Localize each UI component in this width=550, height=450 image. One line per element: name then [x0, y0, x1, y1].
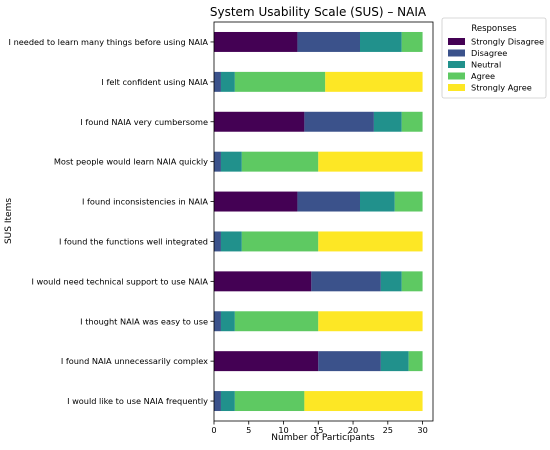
x-tick-label: 15 [313, 425, 323, 435]
bar-segment-6-strongly-agree [318, 231, 423, 252]
bar-segment-6-agree [241, 231, 319, 252]
legend-label: Strongly Disagree [471, 37, 544, 47]
bar-segment-8-strongly-agree [318, 311, 423, 332]
x-tick-label: 25 [383, 425, 393, 435]
bar-segment-3-neutral [373, 111, 402, 132]
legend-label: Strongly Agree [471, 83, 532, 93]
bar-segment-10-strongly-agree [304, 391, 423, 412]
legend-label: Disagree [471, 48, 507, 58]
bar-segment-5-neutral [360, 191, 395, 212]
bar-segment-6-neutral [220, 231, 242, 252]
y-tick-label: I would like to use NAIA frequently [67, 396, 208, 406]
bar-segment-7-strongly-disagree [214, 271, 312, 292]
legend-swatch-neutral [448, 61, 465, 68]
y-tick-label: I found inconsistencies in NAIA [82, 197, 208, 207]
bars-layer [214, 31, 423, 412]
legend-label: Neutral [471, 60, 501, 70]
bar-segment-2-neutral [220, 71, 235, 92]
bar-segment-5-strongly-disagree [214, 191, 298, 212]
bar-segment-8-agree [234, 311, 319, 332]
x-tick-label: 0 [211, 425, 216, 435]
legend-label: Agree [471, 71, 495, 81]
bar-segment-8-disagree [214, 311, 221, 332]
bar-segment-9-strongly-disagree [214, 351, 319, 372]
bar-segment-8-neutral [220, 311, 235, 332]
legend-swatch-strongly-agree [448, 84, 465, 91]
y-tick-label: I thought NAIA was easy to use [80, 316, 208, 326]
bar-segment-9-agree [408, 351, 423, 372]
y-tick-label: I found NAIA very cumbersome [80, 117, 208, 127]
x-tick-label: 5 [246, 425, 251, 435]
bar-segment-1-neutral [360, 31, 402, 52]
bar-segment-9-neutral [380, 351, 409, 372]
x-tick-label: 10 [278, 425, 288, 435]
bar-segment-9-disagree [318, 351, 381, 372]
bar-segment-1-strongly-disagree [214, 31, 298, 52]
bar-segment-5-agree [394, 191, 423, 212]
bar-segment-1-agree [401, 31, 423, 52]
y-tick-label: I found NAIA unnecessarily complex [61, 356, 208, 366]
bar-segment-2-agree [234, 71, 326, 92]
bar-segment-7-neutral [380, 271, 402, 292]
y-tick-label: Most people would learn NAIA quickly [54, 157, 208, 167]
bar-segment-3-strongly-disagree [214, 111, 305, 132]
bar-segment-3-disagree [304, 111, 374, 132]
bar-segment-7-agree [401, 271, 423, 292]
y-tick-label: I would need technical support to use NA… [31, 276, 208, 286]
bar-segment-2-strongly-agree [325, 71, 423, 92]
legend-swatch-disagree [448, 49, 465, 57]
bar-segment-10-agree [234, 391, 305, 412]
x-tick-label: 20 [348, 425, 358, 435]
y-tick-label: I needed to learn many things before usi… [9, 37, 209, 47]
bar-segment-4-agree [241, 151, 319, 172]
x-tick-label: 30 [417, 425, 427, 435]
bar-segment-6-disagree [214, 231, 221, 252]
bar-segment-7-disagree [311, 271, 381, 292]
y-tick-label: I felt confident using NAIA [101, 77, 208, 87]
legend-title: Responses [471, 24, 517, 34]
bar-segment-4-disagree [214, 151, 221, 172]
y-axis-tick-labels: I needed to learn many things before usi… [9, 37, 214, 406]
bar-segment-10-disagree [214, 391, 221, 412]
y-axis-label: SUS Items [4, 198, 14, 244]
legend-swatch-strongly-disagree [448, 38, 465, 45]
bar-segment-4-neutral [220, 151, 242, 172]
bar-segment-4-strongly-agree [318, 151, 423, 172]
bar-segment-1-disagree [297, 31, 360, 52]
y-tick-label: I found the functions well integrated [59, 236, 208, 246]
plot-frame [213, 21, 434, 422]
bar-segment-2-disagree [214, 71, 221, 92]
x-axis-label: Number of Participants [271, 433, 375, 443]
chart-title: System Usability Scale (SUS) – NAIA [210, 5, 427, 19]
legend-box [441, 17, 547, 99]
legend-swatch-agree [448, 72, 465, 80]
bar-segment-10-neutral [220, 391, 235, 412]
x-axis-ticks: 0 5 10 15 20 25 30 [211, 421, 428, 435]
bar-segment-3-agree [401, 111, 423, 132]
bar-segment-5-disagree [297, 191, 360, 212]
